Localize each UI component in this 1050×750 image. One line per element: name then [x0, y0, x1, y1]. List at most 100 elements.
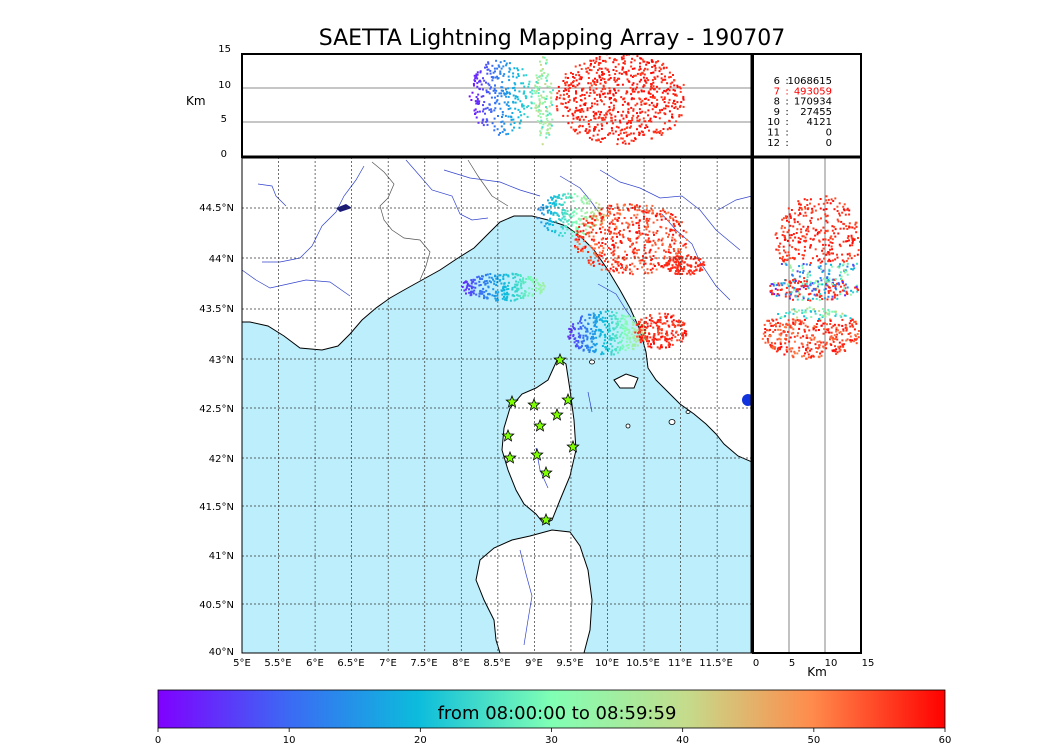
lightning-source-point — [582, 202, 585, 205]
lightning-source-point — [501, 120, 504, 123]
lightning-source-point — [616, 212, 619, 215]
lightning-source-point — [580, 316, 582, 319]
lightning-source-point — [498, 102, 501, 105]
lightning-source-point — [796, 298, 799, 301]
lightning-source-point — [613, 76, 616, 79]
lightning-source-point — [811, 289, 814, 292]
lightning-source-point — [603, 339, 606, 342]
lightning-source-point — [522, 295, 525, 298]
lightning-source-point — [539, 109, 542, 112]
lightning-source-point — [560, 203, 563, 206]
lightning-source-point — [787, 285, 790, 288]
lightning-source-point — [822, 346, 825, 349]
lightning-source-point — [530, 107, 533, 110]
lightning-source-point — [806, 208, 809, 211]
lightning-source-point — [638, 124, 641, 127]
lightning-source-point — [476, 100, 479, 103]
lightning-source-point — [496, 275, 499, 278]
lightning-source-point — [592, 59, 595, 62]
lightning-source-point — [673, 84, 676, 87]
lightning-source-point — [504, 298, 507, 301]
lightning-source-point — [582, 340, 585, 343]
lightning-source-point — [486, 106, 489, 109]
lightning-source-point — [586, 345, 589, 348]
lightning-source-point — [591, 330, 594, 333]
lightning-source-point — [674, 94, 677, 97]
lightning-source-point — [803, 330, 806, 333]
altitude-panel: Km 15 10 5 0 — [186, 44, 753, 160]
lightning-source-point — [761, 337, 764, 340]
lightning-source-point — [853, 238, 856, 241]
lightning-source-point — [811, 209, 814, 212]
lightning-source-point — [520, 292, 523, 295]
lightning-source-point — [555, 212, 558, 215]
lightning-source-point — [572, 335, 575, 338]
lightning-source-point — [652, 81, 655, 84]
lightning-source-point — [635, 252, 638, 255]
lightning-source-point — [546, 205, 549, 208]
lightning-source-point — [798, 346, 801, 349]
lightning-source-point — [830, 245, 833, 248]
lightning-source-point — [575, 226, 578, 229]
lightning-source-point — [562, 193, 565, 196]
lightning-source-point — [657, 338, 660, 341]
lightning-source-point — [638, 108, 641, 111]
lightning-source-point — [814, 343, 817, 346]
lightning-source-point — [672, 322, 675, 325]
stat-label: 7 — [774, 86, 780, 97]
lightning-source-point — [787, 229, 790, 232]
lightning-source-point — [821, 283, 824, 286]
lightning-source-point — [631, 90, 634, 93]
lightning-source-point — [802, 269, 805, 272]
lightning-source-point — [586, 70, 589, 73]
stat-label: 9 — [774, 107, 780, 118]
lightning-source-point — [652, 221, 655, 224]
lightning-source-point — [777, 349, 779, 352]
lightning-source-point — [622, 236, 625, 239]
lon-tick: 10°E — [595, 658, 619, 669]
lightning-source-point — [587, 346, 590, 349]
lightning-source-point — [809, 262, 812, 264]
lightning-source-point — [844, 213, 847, 216]
lightning-source-point — [670, 213, 673, 216]
lightning-source-point — [825, 219, 828, 222]
lightning-source-point — [772, 330, 775, 333]
lightning-source-point — [575, 233, 578, 236]
lightning-source-point — [667, 338, 670, 341]
lightning-source-point — [605, 326, 608, 329]
lightning-source-point — [789, 326, 792, 329]
lightning-source-point — [487, 293, 489, 296]
lightning-source-point — [488, 103, 491, 106]
lightning-source-point — [582, 217, 585, 220]
lightning-source-point — [810, 217, 813, 220]
lightning-source-point — [512, 118, 515, 121]
lightning-source-point — [773, 293, 776, 296]
lightning-source-point — [509, 123, 512, 126]
lightning-source-point — [644, 335, 647, 338]
lightning-source-point — [649, 324, 652, 327]
lightning-source-point — [845, 327, 848, 330]
lightning-source-point — [683, 323, 685, 326]
lightning-source-point — [630, 65, 633, 68]
lightning-source-point — [672, 93, 675, 95]
lightning-source-point — [850, 268, 853, 270]
lightning-source-point — [540, 206, 543, 209]
lightning-source-point — [857, 336, 860, 339]
lightning-source-point — [479, 71, 482, 74]
lightning-source-point — [651, 244, 654, 247]
lightning-source-point — [641, 99, 644, 102]
lightning-source-point — [637, 235, 640, 238]
lightning-source-point — [614, 65, 617, 68]
lightning-source-point — [836, 218, 839, 221]
lightning-source-point — [507, 104, 510, 107]
lightning-source-point — [572, 200, 575, 203]
lightning-source-point — [790, 234, 793, 237]
lightning-source-point — [490, 108, 493, 111]
lightning-source-point — [582, 334, 585, 337]
lightning-source-point — [575, 79, 578, 82]
lightning-source-point — [653, 88, 655, 91]
lightning-source-point — [856, 333, 859, 335]
lightning-source-point — [531, 288, 533, 290]
lightning-source-point — [599, 254, 602, 257]
lightning-source-point — [660, 96, 663, 99]
